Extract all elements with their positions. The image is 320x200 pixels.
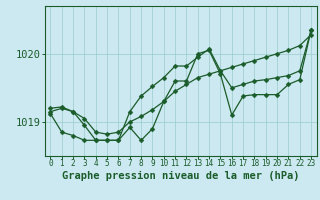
- X-axis label: Graphe pression niveau de la mer (hPa): Graphe pression niveau de la mer (hPa): [62, 171, 300, 181]
